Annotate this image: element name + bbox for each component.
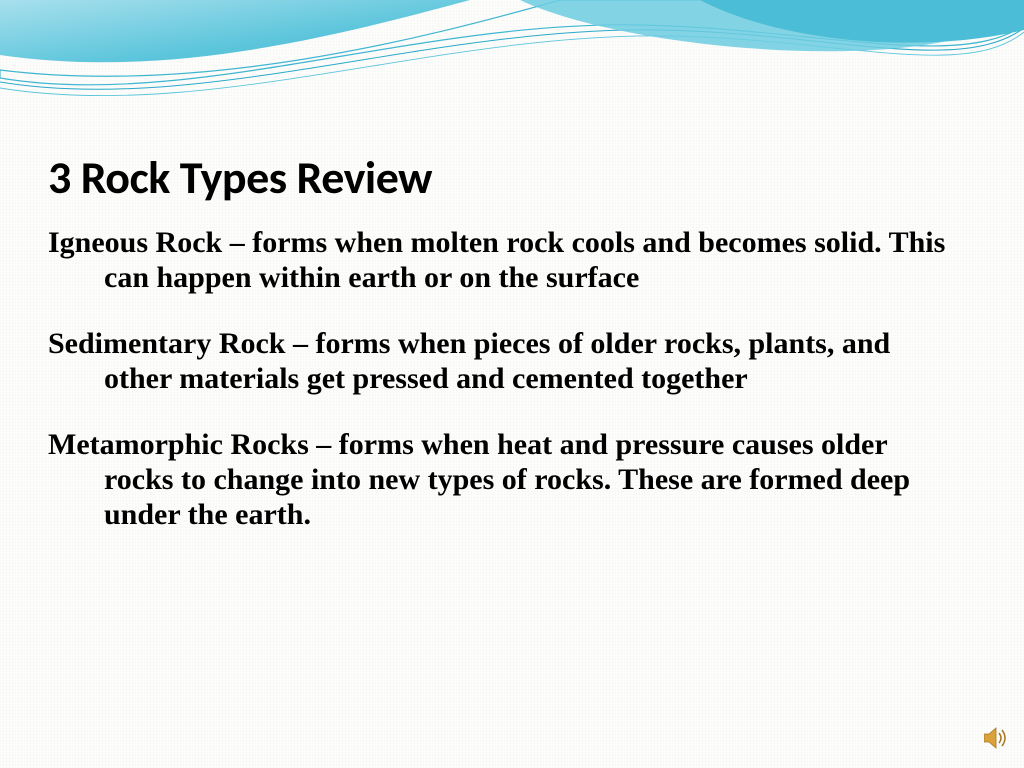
slide-body: Igneous Rock – forms when molten rock co… — [48, 225, 964, 563]
rock-type-igneous: Igneous Rock – forms when molten rock co… — [48, 225, 964, 296]
rock-type-metamorphic: Metamorphic Rocks – forms when heat and … — [48, 427, 964, 533]
sound-icon[interactable] — [984, 727, 1010, 754]
slide-title: 3 Rock Types Review — [48, 150, 432, 206]
rock-type-sedimentary: Sedimentary Rock – forms when pieces of … — [48, 326, 964, 397]
